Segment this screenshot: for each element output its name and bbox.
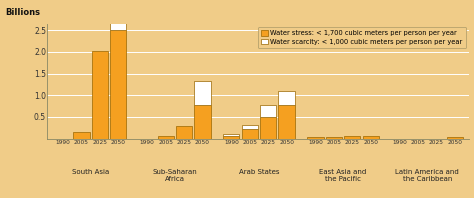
- Bar: [110, 14, 127, 30]
- Text: Arab States: Arab States: [239, 169, 279, 175]
- Bar: [92, 51, 108, 139]
- Bar: [242, 129, 258, 139]
- Bar: [326, 137, 342, 139]
- Bar: [242, 125, 258, 129]
- Text: South Asia: South Asia: [72, 169, 109, 175]
- Bar: [223, 136, 239, 139]
- Bar: [73, 132, 90, 139]
- Bar: [279, 105, 295, 139]
- Bar: [344, 136, 360, 139]
- Bar: [194, 105, 210, 139]
- Bar: [194, 81, 210, 105]
- Bar: [308, 137, 324, 139]
- Text: Sub-Saharan
Africa: Sub-Saharan Africa: [153, 169, 197, 182]
- Bar: [260, 105, 276, 117]
- Bar: [260, 117, 276, 139]
- Bar: [157, 136, 174, 139]
- Bar: [110, 30, 127, 139]
- Text: Latin America and
the Caribbean: Latin America and the Caribbean: [395, 169, 459, 182]
- Bar: [279, 91, 295, 105]
- Bar: [176, 126, 192, 139]
- Bar: [363, 136, 379, 139]
- Bar: [447, 137, 463, 139]
- Text: East Asia and
the Pacific: East Asia and the Pacific: [319, 169, 367, 182]
- Legend: Water stress: < 1,700 cubic meters per person per year, Water scarcity: < 1,000 : Water stress: < 1,700 cubic meters per p…: [258, 27, 466, 48]
- Text: Billions: Billions: [5, 8, 40, 17]
- Bar: [223, 134, 239, 136]
